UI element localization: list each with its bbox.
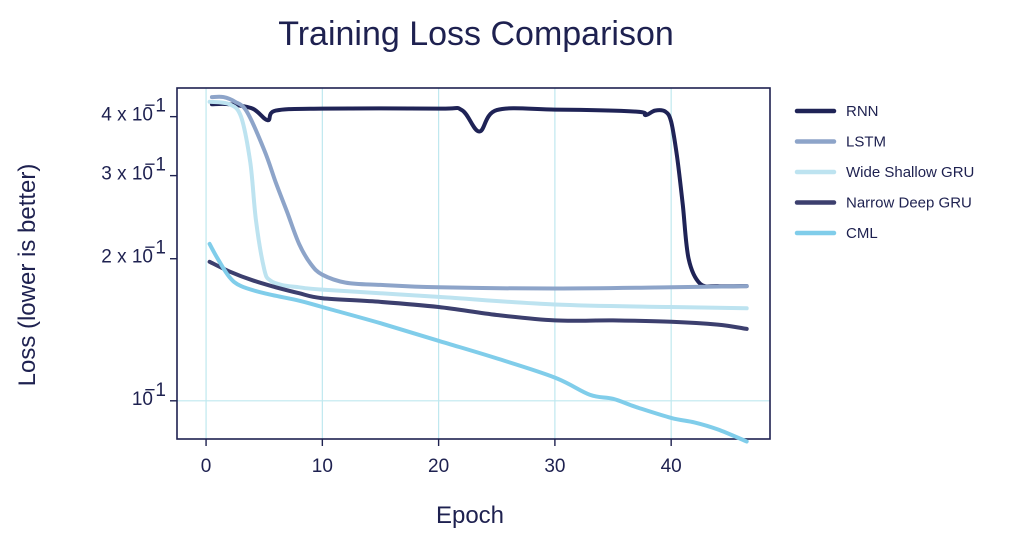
legend-label-narrow-deep-gru: Narrow Deep GRU — [846, 195, 972, 212]
y-tick-exponent: −1 — [144, 96, 166, 117]
y-tick-exponent: −1 — [144, 155, 166, 176]
series-line-cml — [207, 241, 749, 444]
x-tick-label: 0 — [201, 456, 212, 477]
y-tick-exponent: −1 — [144, 238, 166, 259]
y-tick-label: 2 x 10 — [101, 247, 153, 268]
legend: RNN LSTM Wide Shallow GRU Narrow Deep GRU CM… — [794, 103, 974, 242]
x-tick-label: 40 — [661, 456, 682, 477]
legend-label-cml: CML — [846, 225, 878, 242]
x-tick-label: 10 — [312, 456, 333, 477]
y-tick-label: 4 x 10 — [101, 105, 153, 126]
y-tick-label: 10 — [132, 389, 153, 410]
series-line-rnn — [209, 101, 749, 289]
series-line-narrow-deep-gru — [207, 259, 749, 331]
plot-frame — [176, 87, 771, 440]
y-tick-exponent: −1 — [144, 380, 166, 401]
x-tick-label: 20 — [428, 456, 449, 477]
legend-label-wide-shallow-gru: Wide Shallow GRU — [846, 164, 974, 181]
chart-title: Training Loss Comparison — [278, 15, 674, 53]
series-line-wide-shallow-gru — [207, 99, 749, 311]
x-axis-label: Epoch — [436, 502, 504, 529]
legend-label-rnn: RNN — [846, 103, 879, 120]
x-tick-label: 30 — [544, 456, 565, 477]
y-tick-label: 3 x 10 — [101, 164, 153, 185]
series-lines — [207, 94, 749, 444]
series-line-lstm — [209, 94, 749, 291]
legend-label-lstm: LSTM — [846, 134, 886, 151]
y-axis-label: Loss (lower is better) — [14, 164, 41, 387]
grid — [177, 88, 770, 439]
